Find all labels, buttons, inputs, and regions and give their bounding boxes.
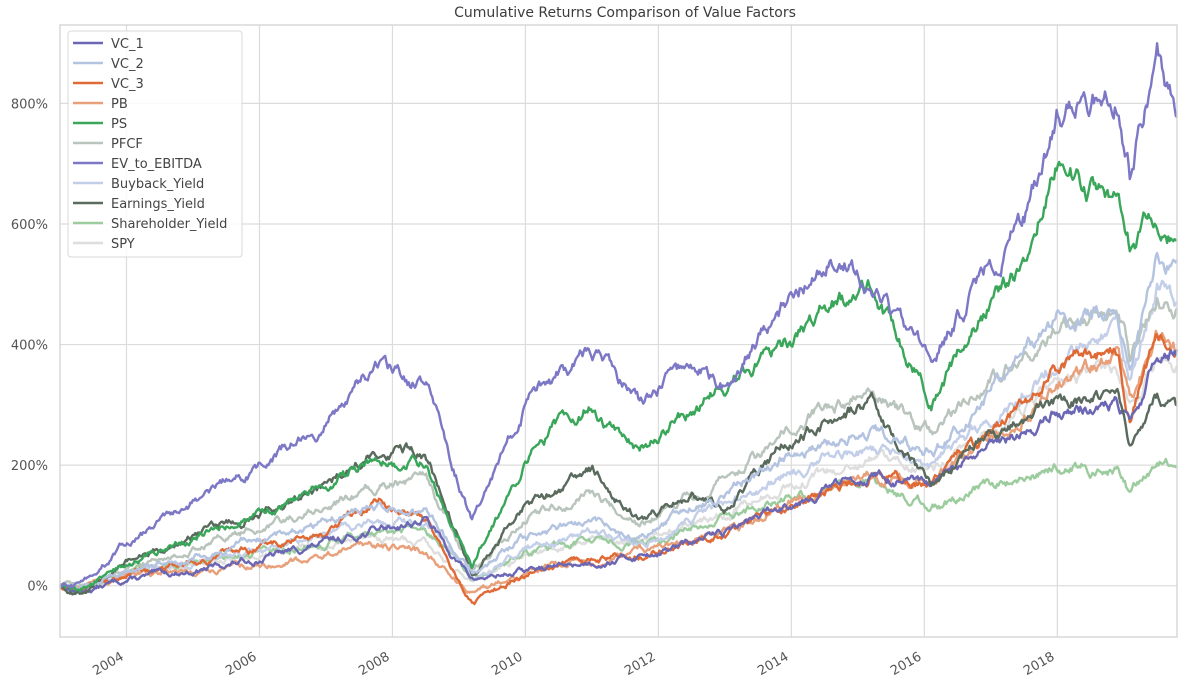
y-axis-ticks: 0% 200% 400% 600% 800% (11, 97, 48, 594)
series-lines (58, 42, 1179, 606)
y-tick-label: 800% (11, 97, 48, 112)
y-tick-label: 400% (11, 339, 48, 354)
x-tick-label: 2006 (223, 649, 259, 679)
series-line-shareholder-yield (58, 457, 1178, 593)
legend-label: PS (111, 117, 127, 132)
series-line-vc-2 (59, 251, 1179, 591)
legend-label: PFCF (111, 137, 143, 152)
series-line-pfcf (59, 296, 1179, 589)
x-tick-label: 2018 (1021, 649, 1057, 679)
x-tick-label: 2010 (489, 649, 525, 679)
legend-label: PB (111, 97, 128, 112)
series-line-ps (59, 160, 1178, 593)
legend-label: Shareholder_Yield (111, 217, 227, 232)
x-tick-label: 2012 (622, 649, 658, 679)
series-line-vc-3 (59, 333, 1179, 606)
x-tick-label: 2008 (356, 649, 392, 679)
x-tick-label: 2014 (755, 649, 791, 679)
legend-label: SPY (111, 237, 135, 252)
legend-label: Buyback_Yield (111, 177, 204, 192)
x-axis-ticks: 2004 2006 2008 2010 2012 2014 2016 2018 (90, 649, 1057, 679)
legend-label: VC_2 (111, 57, 144, 72)
x-tick-label: 2016 (888, 649, 924, 679)
legend-label: VC_3 (111, 77, 144, 92)
legend-label: VC_1 (111, 37, 144, 52)
series-line-spy (59, 354, 1179, 589)
legend-label: EV_to_EBITDA (111, 157, 202, 172)
y-tick-label: 600% (11, 218, 48, 233)
legend: VC_1 VC_2 VC_3 PB PS PFCF EV_to_EBITDA Buyback_… (67, 30, 243, 258)
series-line-vc-1 (59, 349, 1179, 594)
x-tick-label: 2004 (90, 649, 126, 679)
y-tick-label: 200% (11, 459, 48, 474)
series-line-ev-to-ebitda (59, 42, 1178, 589)
legend-box (67, 30, 243, 258)
y-tick-label: 0% (27, 580, 48, 595)
plot-frame (59, 24, 1178, 638)
legend-label: Earnings_Yield (111, 197, 205, 212)
chart-title: Cumulative Returns Comparison of Value F… (454, 5, 796, 21)
